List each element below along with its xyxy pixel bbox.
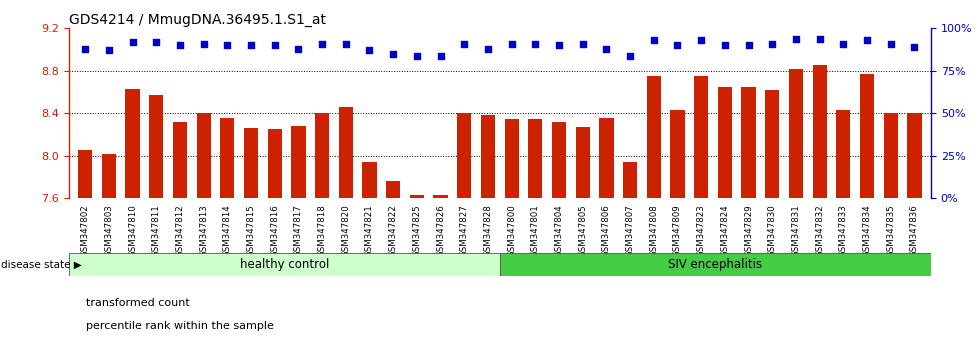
Point [717,42,733,48]
Text: transformed count: transformed count [86,298,190,308]
Bar [647,76,661,198]
Text: disease state ▶: disease state ▶ [1,260,81,270]
Bar [836,110,851,198]
Bar [670,110,685,198]
Point [196,41,212,46]
Bar [339,107,353,198]
Point [575,41,591,46]
Bar [575,127,590,198]
Point [362,47,377,53]
Point [906,44,922,50]
Point [646,38,662,43]
Point [385,51,401,57]
Point [551,42,566,48]
Point [859,38,875,43]
Point [599,46,614,52]
Point [622,53,638,58]
Point [77,46,93,52]
Bar [220,118,234,198]
Point [243,42,259,48]
Bar [859,74,874,198]
Point [811,36,827,41]
Point [148,39,164,45]
Bar [505,119,518,198]
Bar [386,181,400,198]
Bar [552,122,566,198]
Point [504,41,519,46]
Bar [268,129,282,198]
Bar [500,253,931,276]
Bar [742,87,756,198]
Bar [481,115,495,198]
Text: percentile rank within the sample: percentile rank within the sample [86,321,274,331]
Point [764,41,780,46]
Point [291,46,307,52]
Point [267,42,282,48]
Point [527,41,543,46]
Bar [694,76,709,198]
Point [693,38,709,43]
Bar [765,90,779,198]
Bar [102,154,116,198]
Point [172,42,188,48]
Point [741,42,757,48]
Point [220,42,235,48]
Bar [717,87,732,198]
Bar [528,119,543,198]
Point [480,46,496,52]
Point [338,41,354,46]
Bar [78,150,92,198]
Bar [363,162,376,198]
Bar [433,195,448,198]
Bar [291,126,306,198]
Point [883,41,899,46]
Bar [600,118,613,198]
Point [101,47,117,53]
Bar [315,113,329,198]
Bar [172,122,187,198]
Bar [789,69,803,198]
Bar [197,113,211,198]
Text: healthy control: healthy control [239,258,329,271]
Point [836,41,852,46]
Point [124,39,140,45]
Text: SIV encephalitis: SIV encephalitis [668,258,762,271]
Bar [244,128,258,198]
Point [315,41,330,46]
Point [669,42,685,48]
Bar [69,253,500,276]
Bar [457,113,471,198]
Text: GDS4214 / MmugDNA.36495.1.S1_at: GDS4214 / MmugDNA.36495.1.S1_at [69,13,325,27]
Point [788,36,804,41]
Bar [623,162,637,198]
Bar [884,113,898,198]
Bar [812,65,827,198]
Bar [907,113,921,198]
Bar [125,89,140,198]
Bar [149,95,164,198]
Bar [410,195,424,198]
Point [457,41,472,46]
Point [409,53,424,58]
Point [433,53,449,58]
